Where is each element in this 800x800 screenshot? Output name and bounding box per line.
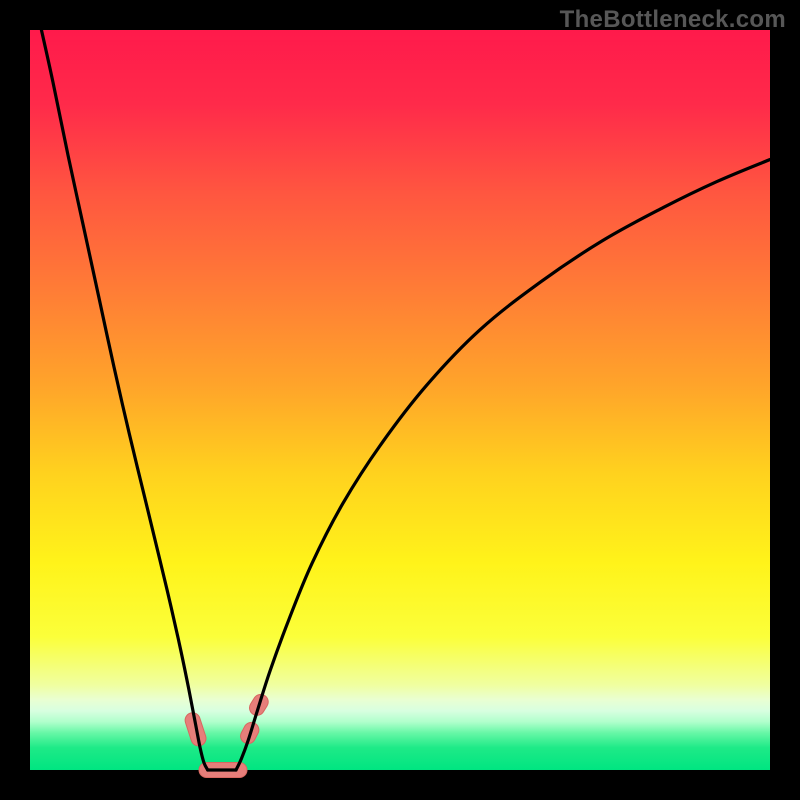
curve-left [41,30,207,770]
plot-layer [0,0,800,800]
chart-container: TheBottleneck.com [0,0,800,800]
watermark-text: TheBottleneck.com [560,6,786,34]
curve-right [236,160,770,771]
